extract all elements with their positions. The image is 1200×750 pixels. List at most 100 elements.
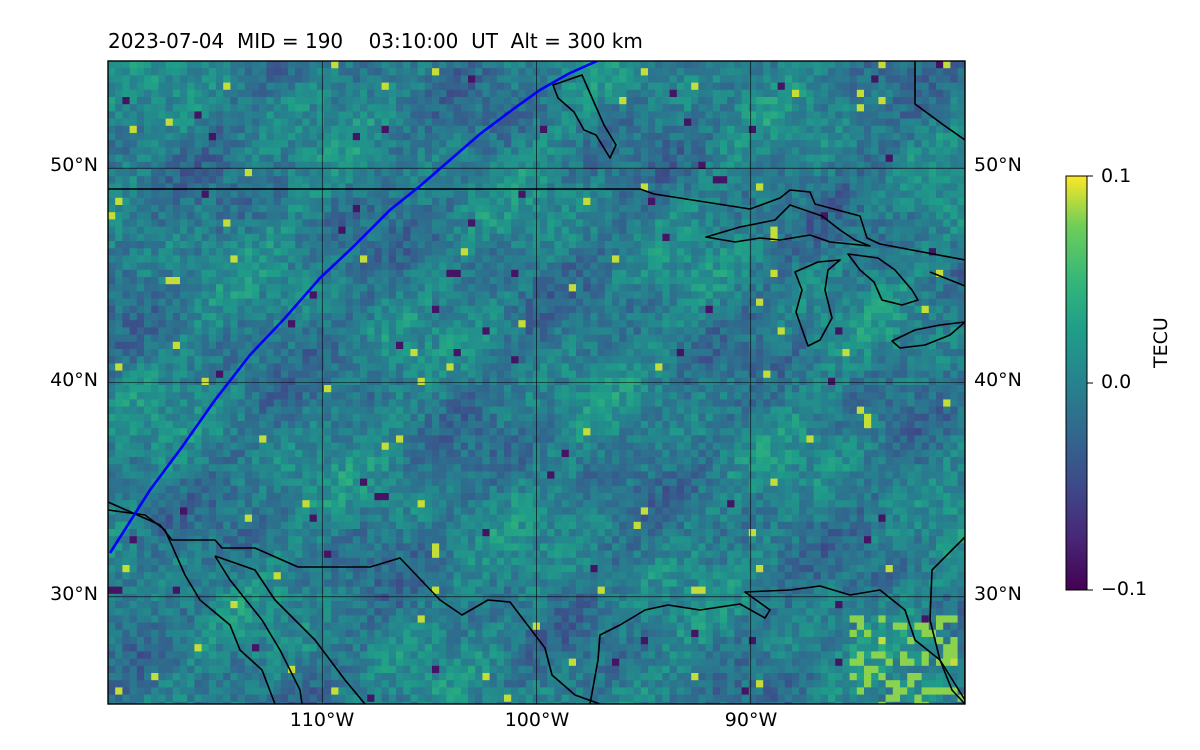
heatmap-cell <box>655 327 663 335</box>
heatmap-cell <box>871 241 879 249</box>
heatmap-cell <box>158 269 166 278</box>
heatmap-cell <box>640 327 649 335</box>
heatmap-cell <box>669 320 678 328</box>
heatmap-cell <box>496 169 505 177</box>
heatmap-cell <box>475 269 483 278</box>
heatmap-cell <box>136 277 145 285</box>
heatmap-cell <box>194 89 202 98</box>
heatmap-cell <box>864 255 872 263</box>
heatmap-cell <box>525 233 534 242</box>
heatmap-cell <box>547 197 555 206</box>
heatmap-cell <box>669 161 678 170</box>
heatmap-cell <box>259 169 267 177</box>
heatmap-cell <box>511 341 519 350</box>
heatmap-cell <box>936 104 944 112</box>
heatmap-cell <box>849 255 858 263</box>
heatmap-cell <box>698 161 706 170</box>
heatmap-cell <box>511 133 519 141</box>
heatmap-cell <box>792 133 800 141</box>
heatmap-cell <box>468 226 476 235</box>
heatmap-cell <box>619 161 627 170</box>
heatmap-cell <box>424 68 433 76</box>
heatmap-cell <box>669 61 678 69</box>
heatmap-cell <box>108 305 116 314</box>
heatmap-cell <box>424 305 433 314</box>
heatmap-cell <box>388 327 397 335</box>
heatmap-cell <box>180 169 188 177</box>
heatmap-cell <box>475 104 483 112</box>
heatmap-cell <box>302 197 310 206</box>
heatmap-cell <box>216 111 224 119</box>
heatmap-cell <box>684 75 692 83</box>
heatmap-cell <box>129 226 138 235</box>
heatmap-cell <box>496 349 505 357</box>
heatmap-cell <box>108 320 116 328</box>
heatmap-cell <box>720 154 728 163</box>
heatmap-cell <box>388 255 397 263</box>
heatmap-cell <box>129 305 138 314</box>
heatmap-cell <box>345 313 354 321</box>
heatmap-cell <box>640 241 649 249</box>
heatmap-cell <box>849 125 858 134</box>
heatmap-cell <box>633 140 642 148</box>
heatmap-cell <box>144 327 152 335</box>
heatmap-cell <box>712 169 721 177</box>
heatmap-cell <box>936 89 944 98</box>
heatmap-cell <box>554 241 562 249</box>
heatmap-cell <box>655 183 663 191</box>
heatmap-cell <box>403 205 411 213</box>
heatmap-cell <box>180 75 188 83</box>
heatmap-cell <box>784 284 793 292</box>
heatmap-cell <box>194 298 202 307</box>
heatmap-cell <box>187 212 195 220</box>
heatmap-cell <box>237 125 246 134</box>
heatmap-cell <box>216 133 224 141</box>
heatmap-cell <box>626 111 634 119</box>
heatmap-cell <box>734 111 742 119</box>
heatmap-cell <box>655 75 663 83</box>
heatmap-cell <box>367 118 375 127</box>
heatmap-cell <box>194 356 202 364</box>
heatmap-cell <box>129 140 138 148</box>
heatmap-cell <box>511 327 519 335</box>
heatmap-cell <box>144 133 152 141</box>
heatmap-cell <box>784 212 793 220</box>
heatmap-cell <box>691 233 699 242</box>
heatmap-cell <box>943 291 951 299</box>
heatmap-cell <box>295 334 303 343</box>
heatmap-cell <box>547 356 555 364</box>
heatmap-cell <box>424 212 433 220</box>
heatmap-cell <box>432 334 440 343</box>
heatmap-cell <box>741 327 750 335</box>
heatmap-cell <box>244 356 253 364</box>
heatmap-cell <box>288 248 296 256</box>
heatmap-cell <box>518 255 526 263</box>
heatmap-cell <box>799 219 807 227</box>
heatmap-cell <box>633 104 642 112</box>
heatmap-cell <box>468 327 476 335</box>
heatmap-cell <box>892 277 901 285</box>
heatmap-cell <box>439 61 447 69</box>
heatmap-cell <box>460 161 469 170</box>
heatmap-cell <box>374 233 382 242</box>
heatmap-cell <box>590 341 598 350</box>
heatmap-cell <box>957 233 965 242</box>
heatmap-cell <box>216 233 224 242</box>
heatmap-cell <box>367 241 375 249</box>
heatmap-cell <box>871 298 879 307</box>
heatmap-cell <box>108 118 116 127</box>
heatmap-cell <box>662 277 670 285</box>
heatmap-cell <box>417 248 426 256</box>
heatmap-cell <box>316 349 325 357</box>
heatmap-cell <box>547 262 555 271</box>
heatmap-cell <box>403 262 411 271</box>
heatmap-cell <box>597 104 606 112</box>
heatmap-cell <box>950 269 958 278</box>
heatmap-cell <box>273 118 282 127</box>
heatmap-cell <box>194 125 202 134</box>
heatmap-cell <box>129 356 138 364</box>
heatmap-cell <box>489 356 498 364</box>
heatmap-cell <box>489 97 498 105</box>
heatmap-cell <box>309 313 318 321</box>
heatmap-cell <box>561 161 570 170</box>
